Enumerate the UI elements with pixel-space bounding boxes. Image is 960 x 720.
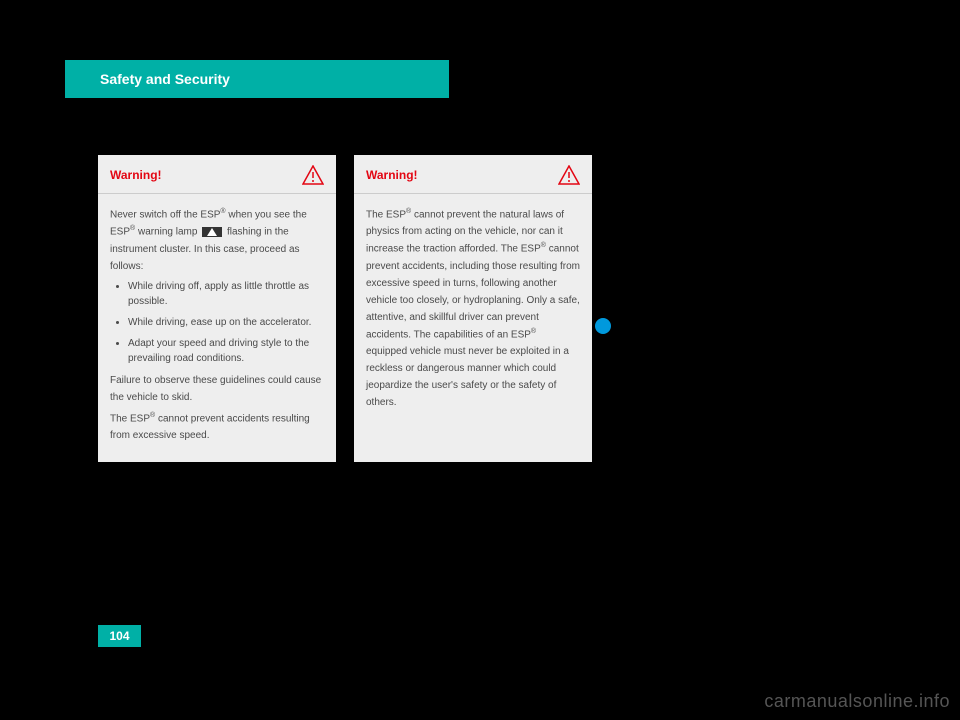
- annotation-dot-icon: [595, 318, 611, 334]
- warning-outro-1: Failure to observe these guidelines coul…: [110, 372, 324, 406]
- watermark-text: carmanualsonline.info: [764, 691, 950, 712]
- list-item: Adapt your speed and driving style to th…: [128, 336, 324, 366]
- warning-header: Warning!: [98, 155, 336, 194]
- page-number: 104: [109, 629, 129, 643]
- list-item: While driving, ease up on the accelerato…: [128, 315, 324, 330]
- warning-bullets: While driving off, apply as little throt…: [110, 279, 324, 366]
- section-header-tab: Safety and Security: [65, 60, 449, 98]
- list-item: While driving off, apply as little throt…: [128, 279, 324, 309]
- warning-intro: Never switch off the ESP® when you see t…: [110, 206, 324, 275]
- content-columns: Warning! Never switch off the ESP® when …: [98, 155, 592, 462]
- warning-title: Warning!: [366, 168, 418, 182]
- warning-triangle-icon: [558, 165, 580, 185]
- page-number-tab: 104: [98, 625, 141, 647]
- warning-triangle-icon: [302, 165, 324, 185]
- warning-body: The ESP® cannot prevent the natural laws…: [354, 194, 592, 429]
- warning-box-2: Warning! The ESP® cannot prevent the nat…: [354, 155, 592, 462]
- warning-outro-2: The ESP® cannot prevent accidents result…: [110, 410, 324, 444]
- warning-title: Warning!: [110, 168, 162, 182]
- section-title: Safety and Security: [100, 71, 230, 87]
- warning-box-1: Warning! Never switch off the ESP® when …: [98, 155, 336, 462]
- warning-body: Never switch off the ESP® when you see t…: [98, 194, 336, 462]
- cluster-lamp-icon: [202, 227, 222, 237]
- warning-header: Warning!: [354, 155, 592, 194]
- warning-intro: The ESP® cannot prevent the natural laws…: [366, 206, 580, 411]
